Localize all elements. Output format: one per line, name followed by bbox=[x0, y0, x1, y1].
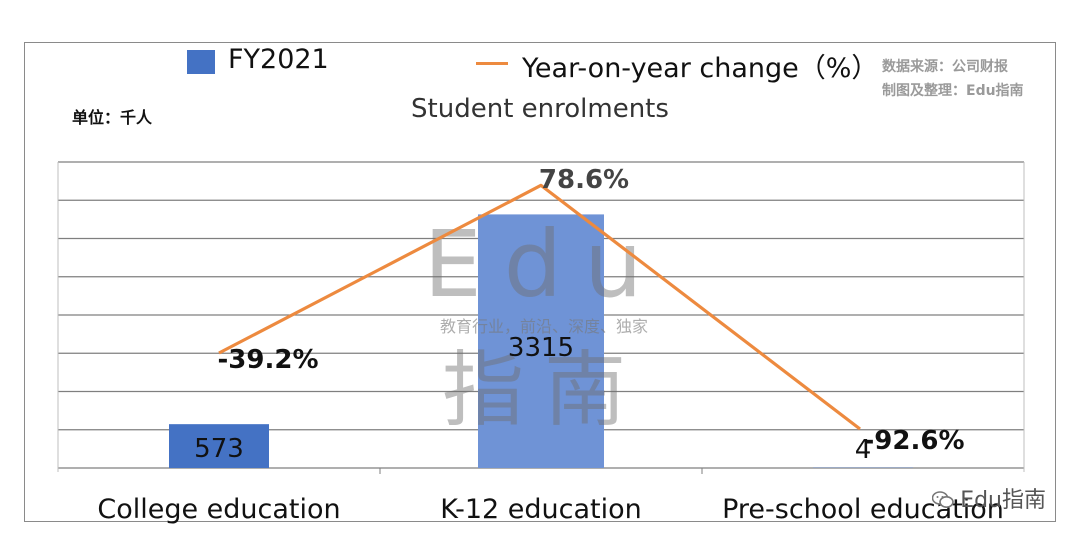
bar-0 bbox=[169, 424, 269, 468]
footer-brand: Edu指南 bbox=[932, 482, 1046, 514]
legend-line-yoy bbox=[476, 62, 508, 65]
unit-label: 单位：千人 bbox=[72, 108, 153, 127]
line-value-label-0: -39.2% bbox=[218, 345, 319, 375]
watermark-tagline: 教育行业，前沿、深度、独家 bbox=[440, 317, 648, 336]
legend-label-fy2021: FY2021 bbox=[228, 44, 329, 75]
bar-1 bbox=[478, 214, 604, 468]
line-value-label-1: 78.6% bbox=[539, 165, 629, 195]
author-note: 制图及整理：Edu指南 bbox=[882, 83, 1024, 99]
line-value-label-2: -92.6% bbox=[864, 426, 965, 456]
x-tick-label-0: College education bbox=[97, 494, 340, 525]
bar-value-label-1: 3315 bbox=[508, 333, 574, 363]
legend-swatch-fy2021 bbox=[187, 50, 215, 74]
bar-value-label-0: 573 bbox=[194, 434, 244, 464]
source-note: 数据来源：公司财报 bbox=[882, 59, 1008, 75]
watermark-cn: 指南 bbox=[442, 343, 646, 438]
footer-brand-label: Edu指南 bbox=[960, 488, 1046, 513]
chart-title: Student enrolments bbox=[411, 94, 669, 124]
legend-label-yoy: Year-on-year change（%） bbox=[522, 53, 879, 84]
x-tick-label-1: K-12 education bbox=[440, 494, 642, 525]
x-tick-label-2: Pre-school education bbox=[722, 494, 1004, 525]
wechat-icon bbox=[932, 491, 954, 508]
chart-border bbox=[24, 42, 1056, 522]
bar-value-label-2: 4 bbox=[855, 435, 872, 465]
